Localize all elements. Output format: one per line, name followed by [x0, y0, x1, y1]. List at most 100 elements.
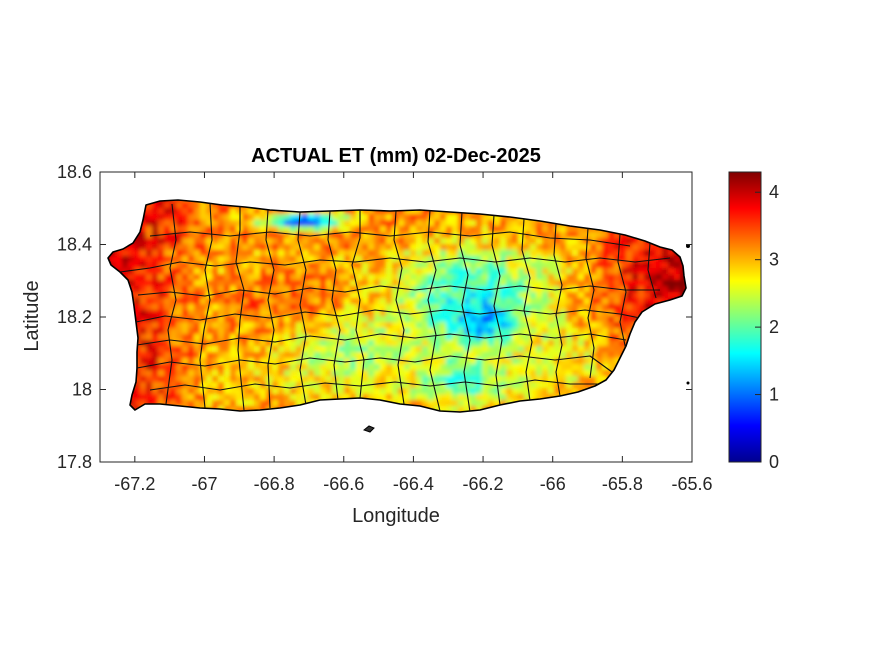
et-cell	[152, 370, 159, 377]
et-cell	[428, 316, 435, 323]
et-cell	[494, 226, 501, 233]
et-cell	[626, 292, 633, 299]
et-cell	[248, 340, 255, 347]
et-cell	[410, 382, 417, 389]
et-cell	[368, 376, 375, 383]
et-cell	[590, 310, 597, 317]
et-cell	[332, 364, 339, 371]
et-cell	[482, 304, 489, 311]
et-cell	[656, 298, 663, 305]
et-cell	[404, 208, 411, 215]
et-cell	[518, 340, 525, 347]
et-cell	[572, 340, 579, 347]
et-cell	[602, 316, 609, 323]
et-cell	[338, 376, 345, 383]
et-cell	[254, 256, 261, 263]
et-cell	[362, 364, 369, 371]
et-cell	[176, 400, 183, 407]
et-cell	[200, 256, 207, 263]
et-cell	[332, 244, 339, 251]
et-cell	[212, 268, 219, 275]
et-cell	[290, 304, 297, 311]
et-cell	[338, 256, 345, 263]
et-cell	[602, 346, 609, 353]
et-cell	[200, 382, 207, 389]
et-cell	[536, 250, 543, 257]
et-cell	[326, 316, 333, 323]
et-cell	[218, 388, 225, 395]
et-cell	[308, 376, 315, 383]
et-cell	[608, 328, 615, 335]
et-cell	[566, 370, 573, 377]
et-cell	[464, 214, 471, 221]
et-cell	[140, 298, 147, 305]
et-cell	[266, 328, 273, 335]
et-cell	[152, 352, 159, 359]
et-cell	[176, 304, 183, 311]
et-cell	[200, 202, 207, 209]
et-cell	[518, 394, 525, 401]
et-cell	[380, 322, 387, 329]
et-cell	[278, 274, 285, 281]
et-cell	[548, 298, 555, 305]
et-cell	[482, 274, 489, 281]
et-cell	[434, 322, 441, 329]
et-cell	[554, 292, 561, 299]
et-cell	[236, 316, 243, 323]
et-cell	[422, 328, 429, 335]
et-cell	[524, 256, 531, 263]
et-cell	[206, 214, 213, 221]
et-cell	[362, 214, 369, 221]
et-cell	[146, 376, 153, 383]
et-cell	[368, 388, 375, 395]
et-cell	[194, 298, 201, 305]
et-cell	[206, 376, 213, 383]
et-cell	[482, 346, 489, 353]
et-cell	[152, 298, 159, 305]
et-cell	[158, 286, 165, 293]
et-cell	[470, 406, 477, 412]
et-cell	[398, 238, 405, 245]
et-cell	[200, 226, 207, 233]
et-cell	[638, 250, 645, 257]
et-cell	[248, 268, 255, 275]
et-cell	[422, 262, 429, 269]
et-cell	[626, 298, 633, 305]
et-cell	[578, 286, 585, 293]
et-cell	[620, 238, 627, 245]
et-cell	[512, 220, 519, 227]
et-cell	[422, 340, 429, 347]
et-cell	[296, 394, 303, 401]
et-cell	[458, 406, 465, 412]
et-cell	[344, 220, 351, 227]
et-cell	[320, 244, 327, 251]
et-cell	[290, 292, 297, 299]
et-cell	[224, 394, 231, 401]
et-cell	[626, 262, 633, 269]
et-cell	[350, 262, 357, 269]
et-cell	[536, 262, 543, 269]
et-cell	[224, 304, 231, 311]
et-cell	[458, 244, 465, 251]
et-cell	[398, 388, 405, 395]
et-cell	[542, 232, 549, 239]
et-cell	[254, 334, 261, 341]
et-cell	[248, 256, 255, 263]
et-cell	[374, 286, 381, 293]
et-cell	[272, 226, 279, 233]
et-cell	[230, 280, 237, 287]
et-cell	[500, 298, 507, 305]
et-cell	[542, 238, 549, 245]
et-cell	[422, 334, 429, 341]
et-cell	[674, 292, 681, 299]
et-cell	[452, 238, 459, 245]
et-cell	[206, 394, 213, 401]
et-cell	[380, 382, 387, 389]
et-cell	[650, 298, 657, 305]
et-cell	[416, 316, 423, 323]
et-cell	[170, 334, 177, 341]
et-cell	[212, 274, 219, 281]
et-cell	[284, 316, 291, 323]
et-cell	[386, 238, 393, 245]
et-cell	[374, 268, 381, 275]
